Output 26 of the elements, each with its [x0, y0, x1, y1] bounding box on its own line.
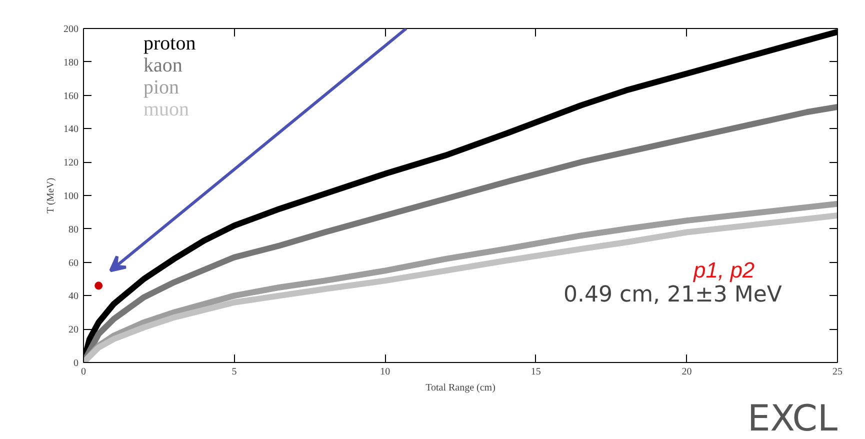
- y-tick-label: 80: [68, 224, 78, 236]
- annotation: p1, p2: [692, 258, 755, 282]
- y-tick-label: 200: [64, 24, 78, 35]
- y-tick-label: 180: [64, 57, 78, 68]
- y-tick-label: 100: [64, 191, 78, 202]
- text: muon: [144, 98, 190, 120]
- text: EXCL: [748, 398, 838, 439]
- y-tick-label: 140: [64, 124, 78, 136]
- annotation: 0.49 cm, 21±3 MeV: [564, 282, 782, 308]
- y-tick-label: 40: [68, 291, 78, 302]
- y-tick-label: 160: [64, 90, 78, 102]
- y-tick-label: 0: [74, 358, 78, 369]
- y-tick-label: 120: [64, 158, 78, 169]
- y-tick-label: 60: [68, 258, 78, 269]
- x-tick-label: 25: [832, 366, 842, 378]
- text: kaon: [144, 54, 182, 76]
- x-tick-label: 0: [81, 366, 86, 378]
- x-tick-label: 15: [530, 366, 541, 378]
- x-tick-label: 10: [380, 366, 390, 378]
- x-tick-label: 5: [232, 366, 237, 378]
- text: pion: [144, 76, 180, 98]
- y-tick-label: 20: [68, 324, 78, 336]
- x-axis-title: Total Range (cm): [426, 382, 496, 394]
- legend-label: proton: [144, 32, 196, 54]
- y-axis-title: T (MeV): [46, 178, 56, 214]
- x-tick-label: 20: [682, 366, 692, 378]
